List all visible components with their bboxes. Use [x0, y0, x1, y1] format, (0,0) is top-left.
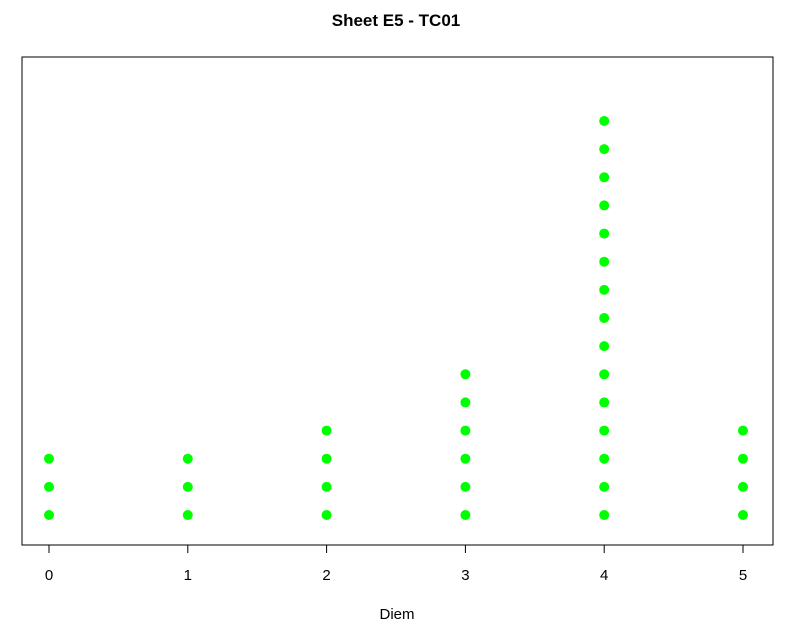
data-point: [599, 481, 610, 492]
x-tick-label: 5: [739, 567, 747, 584]
x-tick-label: 1: [184, 567, 192, 584]
data-point: [44, 453, 54, 464]
data-point: [44, 510, 54, 520]
data-point: [599, 284, 610, 295]
x-axis-label: Diem: [379, 606, 414, 623]
data-point: [460, 425, 471, 436]
x-tick-label: 2: [322, 567, 330, 584]
data-point: [321, 453, 332, 464]
data-point: [460, 369, 471, 380]
data-point: [599, 510, 610, 520]
data-point: [599, 228, 610, 239]
data-point: [599, 397, 610, 408]
data-point: [738, 510, 748, 520]
data-point: [599, 453, 610, 464]
data-point: [599, 172, 610, 183]
data-point: [321, 425, 332, 436]
data-point: [599, 144, 610, 155]
x-tick-label: 4: [600, 567, 608, 584]
data-point: [460, 510, 471, 520]
data-point: [460, 481, 471, 492]
data-point: [182, 510, 193, 520]
data-point: [460, 453, 471, 464]
chart-title: Sheet E5 - TC01: [332, 11, 461, 30]
data-point: [599, 200, 610, 211]
data-point: [738, 425, 748, 436]
data-point: [44, 481, 54, 492]
x-axis: 0 1 2 3 4 5: [45, 544, 747, 584]
points-group: [44, 116, 748, 520]
plot-frame: [21, 56, 774, 546]
data-point: [599, 313, 610, 323]
data-point: [321, 481, 332, 492]
data-point: [599, 116, 610, 126]
data-point: [599, 369, 610, 380]
data-point: [599, 256, 610, 267]
data-point: [321, 510, 332, 520]
data-point: [599, 425, 610, 436]
data-point: [182, 481, 193, 492]
data-point: [738, 453, 748, 464]
data-point: [738, 481, 748, 492]
x-tick-label: 3: [461, 567, 469, 584]
data-point: [599, 341, 610, 352]
data-point: [460, 397, 471, 408]
data-point: [182, 453, 193, 464]
x-tick-label: 0: [45, 567, 53, 584]
